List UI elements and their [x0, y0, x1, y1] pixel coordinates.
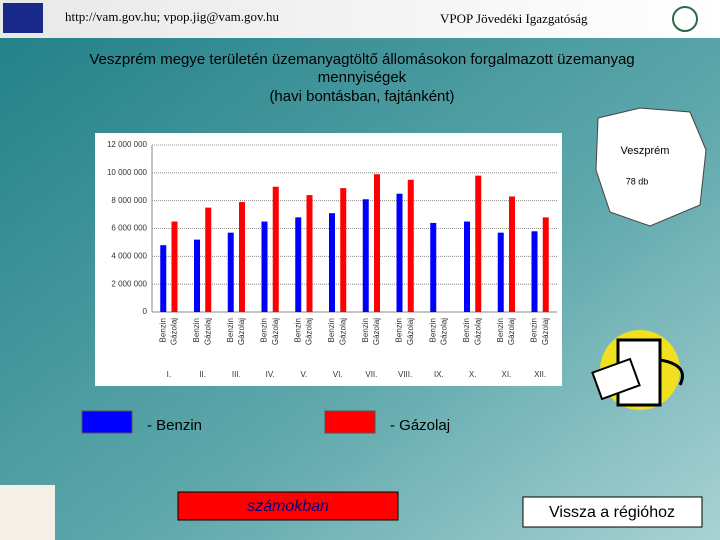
map-count: 78 db [626, 176, 649, 186]
bar [306, 195, 313, 312]
bar [362, 199, 369, 312]
y-tick-label: 12 000 000 [107, 140, 148, 149]
series-axis-label: Gázolaj [406, 318, 415, 345]
x-tick-label: IV. [266, 370, 275, 379]
title-line: mennyiségek [318, 69, 407, 86]
x-tick-label: VIII. [398, 370, 412, 379]
series-axis-label: Benzin [395, 318, 404, 342]
y-tick-label: 0 [143, 307, 148, 316]
series-axis-label: Gázolaj [271, 318, 280, 345]
bar [227, 232, 234, 312]
legend-label: - Benzin [147, 417, 202, 434]
logo [0, 485, 55, 540]
legend-label: - Gázolaj [390, 417, 450, 434]
y-tick-label: 6 000 000 [111, 224, 147, 233]
icon-cord [659, 358, 684, 386]
bar [329, 213, 335, 312]
back-button-label[interactable]: Vissza a régióhoz [549, 504, 675, 521]
icon-paper [591, 357, 641, 401]
bar [542, 217, 549, 312]
series-axis-label: Gázolaj [338, 318, 347, 345]
series-axis-label: Gázolaj [203, 318, 212, 345]
bar [160, 245, 167, 312]
x-tick-label: III. [232, 370, 241, 379]
series-axis-label: Benzin [158, 318, 167, 342]
legend-swatch [324, 410, 376, 434]
bar [475, 175, 482, 312]
numbers-button-label[interactable]: számokban [247, 498, 329, 515]
x-tick-label: VII. [365, 370, 377, 379]
series-axis-label: Benzin [192, 318, 201, 342]
eu-flag [3, 3, 43, 33]
x-tick-label: VI. [333, 370, 343, 379]
emblem [672, 6, 698, 32]
series-axis-label: Benzin [462, 318, 471, 342]
map-shape [595, 107, 707, 227]
bar [531, 231, 538, 312]
x-tick-label: XI. [501, 370, 511, 379]
bar [239, 202, 245, 312]
header-bar [0, 0, 720, 38]
bar [464, 221, 470, 312]
series-axis-label: Gázolaj [237, 318, 246, 345]
bar [430, 222, 437, 312]
x-tick-label: V. [300, 370, 307, 379]
x-tick-label: X. [469, 370, 477, 379]
bar [205, 207, 212, 312]
series-axis-label: Benzin [496, 318, 505, 342]
series-axis-label: Benzin [260, 318, 269, 342]
series-axis-label: Gázolaj [170, 318, 179, 345]
title-line: Veszprém megye területén üzemanyagtöltő … [89, 51, 634, 68]
bar [396, 193, 403, 312]
header-link: http://vam.gov.hu; vpop.jig@vam.gov.hu [65, 9, 279, 24]
y-tick-label: 10 000 000 [107, 168, 148, 177]
bar [340, 188, 347, 312]
x-tick-label: II. [199, 370, 206, 379]
bar [171, 221, 178, 312]
y-tick-label: 2 000 000 [111, 279, 147, 288]
x-tick-label: IX. [434, 370, 444, 379]
series-axis-label: Benzin [428, 318, 437, 342]
map-name: Veszprém [621, 145, 670, 157]
series-axis-label: Benzin [361, 318, 370, 342]
title-line: (havi bontásban, fajtánként) [269, 88, 454, 105]
bar [407, 179, 414, 312]
series-axis-label: Benzin [530, 318, 539, 342]
y-tick-label: 4 000 000 [111, 251, 147, 260]
series-axis-label: Gázolaj [541, 318, 550, 345]
series-axis-label: Benzin [226, 318, 235, 342]
legend-swatch [81, 410, 133, 434]
series-axis-label: Benzin [293, 318, 302, 342]
bar [497, 232, 504, 312]
series-axis-label: Gázolaj [440, 318, 449, 345]
header-org: VPOP Jövedéki Igazgatóság [440, 11, 588, 26]
bar [261, 221, 268, 312]
bar [509, 196, 515, 312]
series-axis-label: Gázolaj [507, 318, 516, 345]
x-tick-label: XII. [534, 370, 546, 379]
back-button[interactable] [522, 496, 703, 528]
series-axis-label: Gázolaj [305, 318, 314, 345]
bar [295, 217, 302, 312]
bar [272, 186, 279, 312]
series-axis-label: Benzin [327, 318, 336, 342]
x-tick-label: I. [167, 370, 171, 379]
series-axis-label: Gázolaj [473, 318, 482, 345]
numbers-button[interactable] [177, 491, 399, 521]
bar [374, 174, 380, 312]
series-axis-label: Gázolaj [372, 318, 381, 345]
bar [194, 239, 200, 312]
y-tick-label: 8 000 000 [111, 196, 147, 205]
